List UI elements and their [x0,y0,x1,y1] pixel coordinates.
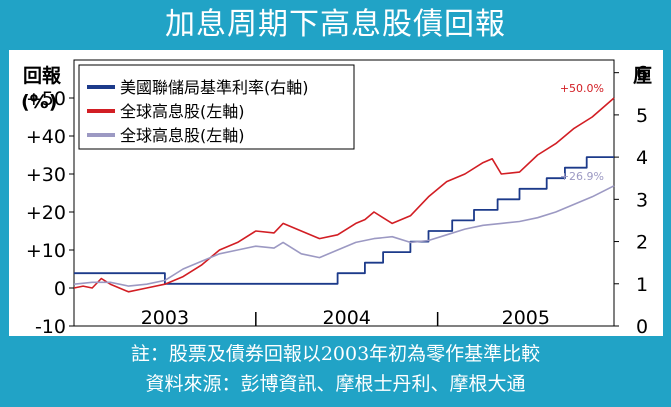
footnote-note: 註：股票及債券回報以2003年初為零作基準比較 [130,343,541,365]
x-tick-label: 2004 [323,307,371,329]
plot-frame [73,59,615,327]
series-end-label-1: +50.0% [560,82,604,95]
chart-title: 加息周期下高息股債回報 [165,7,506,42]
series-line-0 [74,156,614,285]
right-tick-label: 1 [636,274,648,296]
right-axis-label: 厘 [633,65,652,87]
legend-entry-0: 美國聯儲局基準利率(右軸) [120,78,309,97]
right-tick-label: 6 [636,63,648,85]
legend: 美國聯儲局基準利率(右軸) 全球高息股(左軸) 全球高息股(左軸) [78,64,355,150]
legend-entry-2: 全球高息股(左軸) [120,126,245,145]
left-tick-label: +30 [26,164,66,186]
series-end-label-2: +26.9% [560,170,604,183]
left-tick-label: +10 [26,240,66,262]
series-line-1 [73,97,615,293]
left-tick-label: 0 [54,278,66,300]
right-tick-label: 3 [636,189,648,211]
left-tick-label: +50 [26,88,66,110]
footnote-source: 資料來源：彭博資訊、摩根士丹利、摩根大通 [145,373,526,395]
line-chart: 回報 (%) 厘 -10 0 +10 +20 +30 +40 +50 0 1 2 3 4 5 6 200… [21,59,652,336]
right-tick-label: 2 [636,232,648,254]
left-tick-label: +40 [26,126,66,148]
x-tick-label: 2003 [141,307,189,329]
legend-entry-1: 全球高息股(左軸) [120,102,245,121]
left-axis-label-line1: 回報 [23,64,62,87]
footnote: 註：股票及債券回報以2003年初為零作基準比較 資料來源：彭博資訊、摩根士丹利、… [0,339,671,399]
chart-panel: 回報 (%) 厘 -10 0 +10 +20 +30 +40 +50 0 1 2 3 4 5 6 200… [9,50,663,336]
left-tick-label: +20 [26,202,66,224]
left-tick-label: -10 [35,316,66,336]
right-tick-label: 4 [636,147,648,169]
left-axis-label-line2: (%) [21,91,57,113]
right-tick-label: 0 [636,316,648,336]
right-tick-label: 5 [636,105,648,127]
series-line-2 [73,185,615,287]
legend-box [78,64,355,150]
x-tick-label: 2005 [502,307,550,329]
